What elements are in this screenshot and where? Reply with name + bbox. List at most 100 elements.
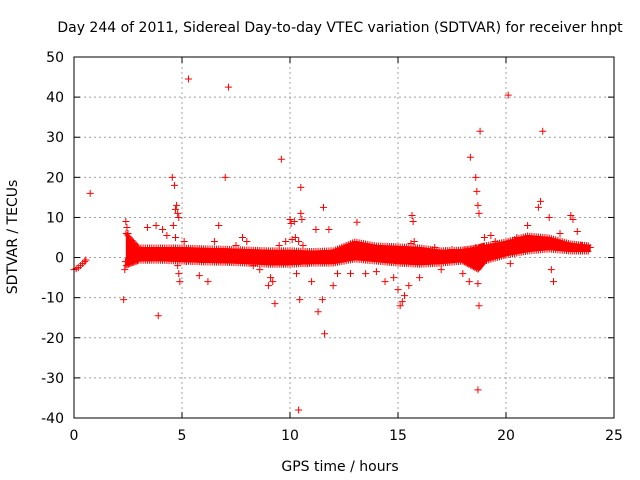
data-point <box>297 209 305 217</box>
x-tick-label: 0 <box>70 428 79 444</box>
y-tick-label: 50 <box>46 50 64 66</box>
data-point <box>346 270 354 278</box>
data-point <box>465 278 473 286</box>
data-point <box>163 231 171 239</box>
data-point <box>448 246 456 254</box>
data-point <box>409 217 417 225</box>
data-point <box>215 221 223 229</box>
data-point <box>299 242 307 250</box>
data-point <box>308 278 316 286</box>
data-point <box>353 218 361 226</box>
data-point <box>569 215 577 223</box>
data-point <box>232 242 240 250</box>
data-point <box>480 234 488 241</box>
data-point <box>476 127 484 135</box>
data-point <box>174 262 182 270</box>
data-point <box>472 173 480 181</box>
data-point <box>545 213 553 221</box>
data-point <box>249 262 257 270</box>
data-point <box>175 270 183 278</box>
data-point <box>586 244 594 252</box>
data-point <box>172 205 180 213</box>
series-band-main-trace <box>125 233 591 270</box>
data-point <box>303 260 311 268</box>
x-tick-label: 25 <box>605 428 623 444</box>
data-point <box>176 278 184 286</box>
data-point <box>123 223 131 231</box>
data-point <box>314 308 322 316</box>
plot-frame <box>73 56 615 419</box>
data-point <box>210 238 218 246</box>
data-point <box>312 225 320 233</box>
data-point <box>318 296 326 304</box>
data-point <box>277 155 285 163</box>
data-point <box>437 266 445 274</box>
data-point <box>86 189 94 197</box>
ticks-layer: 0 5 10 15 20 25 -40 -30 -20 -10 0 10 20 30 40 50 <box>41 50 623 444</box>
data-point <box>567 211 575 219</box>
x-tick-label: 15 <box>389 428 407 444</box>
data-point <box>539 127 547 135</box>
data-point <box>271 300 279 308</box>
x-tick-label: 10 <box>281 428 299 444</box>
band-edge-marker <box>480 259 487 266</box>
y-tick-label: -20 <box>41 331 64 347</box>
data-point <box>295 238 303 246</box>
band-edge-marker <box>124 231 131 238</box>
chart-title: Day 244 of 2011, Sidereal Day-to-day VTE… <box>57 20 623 36</box>
y-tick-label: 30 <box>46 130 64 146</box>
data-point <box>537 197 545 205</box>
data-point <box>466 153 474 161</box>
data-point <box>513 234 521 241</box>
data-point <box>459 270 467 278</box>
y-axis-label: SDTVAR / TECUs <box>5 180 21 295</box>
data-point <box>319 203 327 211</box>
y-tick-label: 40 <box>46 90 64 106</box>
data-point <box>474 386 482 394</box>
band-layer <box>122 230 592 273</box>
band-edge-marker <box>134 243 141 250</box>
data-point <box>573 227 581 235</box>
data-point <box>295 406 303 414</box>
data-point <box>152 221 160 229</box>
data-point <box>124 229 132 237</box>
data-point <box>143 223 151 231</box>
data-point <box>256 266 264 274</box>
data-point <box>504 91 512 99</box>
data-point <box>221 173 229 181</box>
data-point <box>275 242 283 250</box>
data-point <box>180 238 188 246</box>
data-point <box>243 238 251 246</box>
band-edge-marker <box>128 236 135 243</box>
data-point <box>325 225 333 233</box>
data-point <box>394 286 402 294</box>
data-point <box>474 201 482 209</box>
data-point <box>121 258 129 266</box>
data-point <box>524 221 532 229</box>
band-edge-marker <box>130 238 137 245</box>
data-point <box>390 274 398 282</box>
data-point <box>172 234 180 241</box>
y-tick-label: 10 <box>46 210 64 226</box>
data-point <box>408 211 416 219</box>
data-point <box>547 266 555 274</box>
data-point <box>292 270 300 278</box>
data-point <box>416 274 424 282</box>
data-point <box>174 209 182 217</box>
data-point <box>173 201 181 209</box>
data-point <box>82 256 90 264</box>
band-edge-marker <box>126 234 133 241</box>
data-point <box>473 187 481 195</box>
data-point <box>121 266 129 274</box>
data-point <box>487 231 495 239</box>
data-point <box>321 330 329 338</box>
y-tick-label: 0 <box>55 251 64 267</box>
data-point <box>400 292 408 300</box>
data-point <box>534 203 542 211</box>
data-point <box>169 221 177 229</box>
data-point <box>175 213 183 221</box>
x-tick-label: 5 <box>178 428 187 444</box>
data-point <box>506 260 514 268</box>
data-point <box>267 274 275 282</box>
band-edge-marker <box>131 240 138 247</box>
